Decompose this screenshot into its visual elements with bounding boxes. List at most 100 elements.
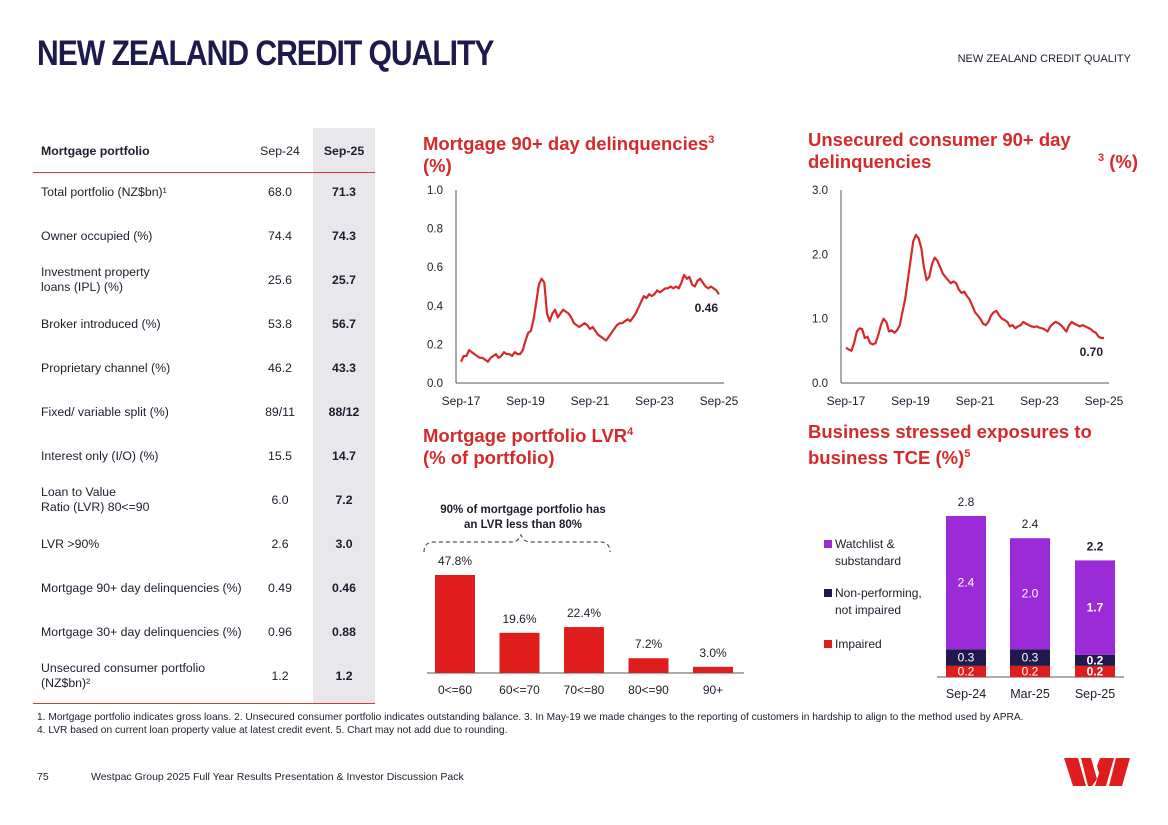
- cell-sep25: 3.0: [335, 537, 353, 551]
- x-tick-label: Sep-25: [1075, 687, 1115, 701]
- x-tick-label: Sep-19: [506, 394, 545, 408]
- row-label: Mortgage 30+ day delinquencies (%): [41, 625, 242, 639]
- cell-sep25: 71.3: [332, 185, 356, 199]
- y-tick-label: 0.0: [812, 378, 828, 390]
- x-tick-label: Sep-17: [442, 394, 481, 408]
- row-label: LVR >90%: [41, 537, 100, 551]
- cell-sep24: 68.0: [268, 185, 292, 199]
- segment-value-label: 0.3: [958, 651, 975, 665]
- row-label: Investment property loans (IPL) (%): [41, 265, 150, 294]
- series-line: [845, 233, 1104, 352]
- lvr-bar: [693, 666, 733, 673]
- bar-total-label: 2.2: [1087, 539, 1104, 553]
- legend-swatch: [824, 540, 832, 548]
- cell-sep25: 56.7: [332, 317, 356, 331]
- stacked-bar-segment: [1075, 654, 1115, 666]
- chart-title-lvr: Mortgage portfolio LVR4 (% of portfolio): [423, 425, 634, 469]
- cell-sep24: 0.49: [268, 581, 292, 595]
- x-tick-label: 80<=90: [628, 683, 669, 697]
- bar-total-label: 2.8: [958, 495, 975, 509]
- row-label: Loan to Value Ratio (LVR) 80<=90: [41, 485, 150, 514]
- row-label: Proprietary channel (%): [41, 361, 171, 375]
- cell-sep24: 25.6: [268, 273, 292, 287]
- cell-sep25: 0.88: [332, 625, 356, 639]
- stacked-bar-segment: [946, 665, 986, 677]
- x-tick-label: Mar-25: [1010, 687, 1050, 701]
- segment-value-label: 0.2: [958, 664, 975, 678]
- row-label: Unsecured consumer portfolio (NZ$bn)²: [41, 661, 206, 690]
- end-value-label: 0.46: [695, 301, 719, 315]
- end-value-label: 0.70: [1080, 345, 1104, 359]
- bar-value-label: 47.8%: [438, 554, 472, 568]
- bar-value-label: 22.4%: [567, 606, 601, 620]
- cell-sep24: 74.4: [268, 229, 292, 243]
- segment-value-label: 0.3: [1022, 651, 1039, 665]
- legend-label: substandard: [835, 554, 901, 568]
- highlight-column: [313, 128, 375, 704]
- legend-label: Non-performing,: [835, 586, 922, 600]
- cell-sep25: 0.46: [332, 581, 356, 595]
- unsecured-delinq-chart: 0.0 1.0 2.0 3.0 Sep-17 Sep-19 Sep-21 Sep-23 Sep-…: [812, 185, 1124, 408]
- lvr-bar: [628, 658, 669, 673]
- chart-title-business-stressed: Business stressed exposures to business T…: [808, 421, 1092, 469]
- page-number: 75: [37, 771, 49, 783]
- bar-value-label: 3.0%: [699, 646, 727, 660]
- cell-sep25: 43.3: [332, 361, 356, 375]
- segment-value-label: 2.0: [1022, 587, 1039, 601]
- segment-value-label: 0.2: [1087, 653, 1104, 667]
- row-label: Total portfolio (NZ$bn)¹: [41, 185, 167, 199]
- mortgage-portfolio-table: Mortgage portfolio Sep-24 Sep-25 Total p…: [33, 128, 375, 705]
- westpac-logo: [1064, 758, 1130, 786]
- cell-sep24: 89/11: [265, 405, 295, 419]
- cell-sep25: 25.7: [332, 273, 356, 287]
- x-tick-label: 70<=80: [564, 683, 605, 697]
- x-tick-label: Sep-17: [827, 394, 866, 408]
- x-tick-label: 90+: [703, 683, 723, 697]
- footnotes: 1. Mortgage portfolio indicates gross lo…: [37, 712, 1024, 736]
- series-line: [460, 273, 720, 363]
- lvr-bar: [564, 627, 604, 673]
- cell-sep25: 14.7: [332, 449, 356, 463]
- y-tick-label: 0.4: [427, 301, 444, 313]
- x-tick-label: Sep-23: [1020, 394, 1059, 408]
- bar-total-label: 2.4: [1022, 517, 1039, 531]
- x-tick-label: 0<=60: [438, 683, 472, 697]
- lvr-annotation: an LVR less than 80%: [464, 519, 582, 531]
- x-tick-label: Sep-23: [635, 394, 674, 408]
- stacked-bar-segment: [1010, 649, 1050, 666]
- footer-text: Westpac Group 2025 Full Year Results Pre…: [91, 771, 464, 783]
- y-tick-label: 0.6: [427, 262, 443, 274]
- row-label: Interest only (I/O) (%): [41, 449, 159, 463]
- cell-sep24: 6.0: [271, 493, 289, 507]
- page-title: NEW ZEALAND CREDIT QUALITY: [37, 34, 494, 73]
- mortgage-delinq-chart: 0.0 0.2 0.4 0.6 0.8 1.0 Sep-17 Sep-19 Sep-21 Sep-…: [427, 185, 739, 408]
- segment-value-label: 0.2: [1022, 664, 1039, 678]
- bar-value-label: 19.6%: [502, 612, 536, 626]
- stacked-bar-segment: [1010, 538, 1050, 650]
- legend-label: Watchlist &: [835, 537, 895, 551]
- header-cell: Sep-25: [323, 144, 365, 158]
- row-label: Broker introduced (%): [41, 317, 161, 331]
- cell-sep25: 1.2: [335, 669, 353, 683]
- stacked-bar-segment: [1075, 560, 1115, 655]
- section-tag: NEW ZEALAND CREDIT QUALITY: [957, 53, 1131, 65]
- header-cell: Sep-24: [260, 144, 300, 158]
- cell-sep25: 7.2: [335, 493, 353, 507]
- legend-swatch: [824, 640, 832, 648]
- segment-value-label: 2.4: [958, 576, 975, 590]
- business-stressed-chart: 0.20.32.42.8Sep-240.20.32.02.4Mar-250.20…: [824, 495, 1124, 701]
- row-label: Owner occupied (%): [41, 229, 153, 243]
- x-tick-label: Sep-24: [946, 687, 986, 701]
- y-tick-label: 1.0: [812, 314, 828, 326]
- segment-value-label: 1.7: [1087, 601, 1104, 615]
- cell-sep24: 2.6: [271, 537, 289, 551]
- y-tick-label: 1.0: [427, 185, 443, 197]
- segment-value-label: 0.2: [1087, 664, 1104, 678]
- stacked-bar-segment: [1010, 665, 1050, 677]
- cell-sep24: 15.5: [268, 449, 292, 463]
- x-tick-label: 60<=70: [499, 683, 540, 697]
- cell-sep24: 1.2: [271, 669, 289, 683]
- bar-value-label: 7.2%: [635, 637, 663, 651]
- stacked-bar-segment: [946, 516, 986, 650]
- stacked-bar-segment: [946, 649, 986, 666]
